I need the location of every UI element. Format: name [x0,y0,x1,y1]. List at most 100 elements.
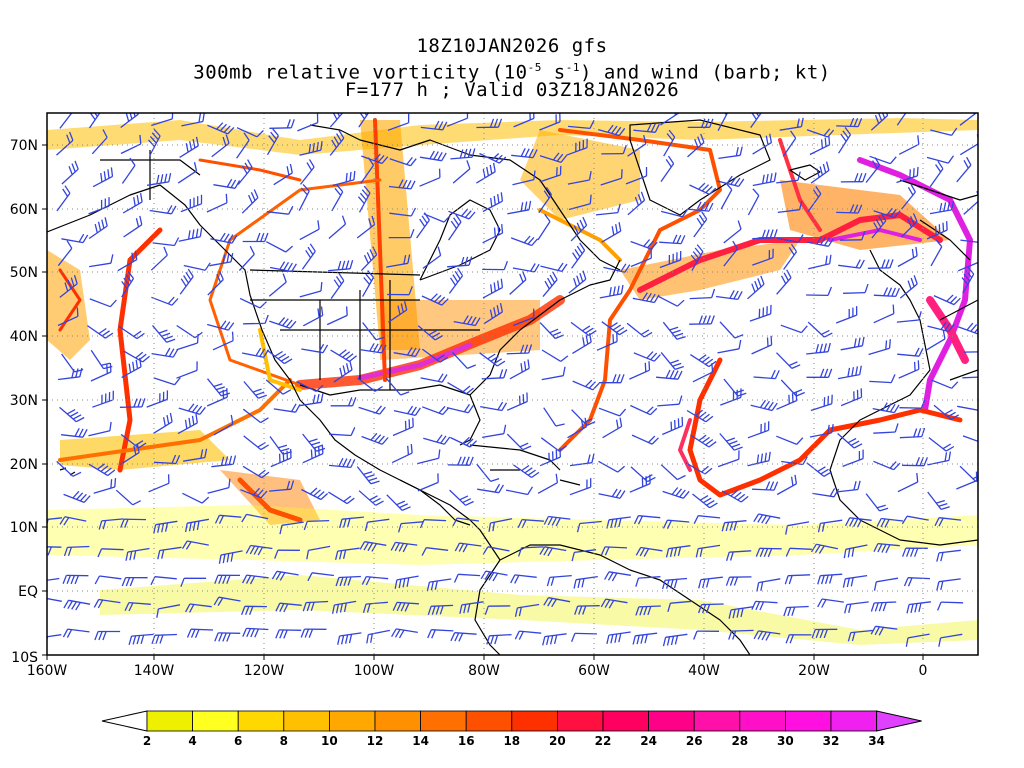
colorbar-swatch [602,710,649,732]
wind-barb-feather [320,393,324,403]
wind-barb-feather [291,403,297,412]
wind-barb-feather [363,471,373,476]
wind-barb-feather [364,113,368,116]
wind-barb-feather [726,175,733,184]
wind-barb-shaft [238,253,255,271]
wind-barb-shaft [670,600,693,604]
wind-barb-feather [822,163,827,173]
wind-barb-shaft [701,603,724,606]
wind-barb-feather [231,235,238,244]
wind-barb-feather [284,358,293,365]
wind-barb-feather [729,290,735,299]
wind-barb-feather [390,542,396,551]
wind-barb-feather [338,130,345,139]
wind-barb-shaft [326,314,348,326]
wind-barb-shaft [723,248,739,267]
wind-barb-feather [519,442,529,448]
wind-barb-feather [895,287,900,297]
colorbar-labels: 2 4 6 8 10 12 14 16 18 20 22 24 26 28 30 32 34 [143,734,885,748]
wind-barb-feather [721,522,726,532]
wind-barb-feather [665,369,671,379]
wind-barb-shaft [148,482,170,493]
wind-barb-feather [249,545,256,555]
wind-barb-shaft [717,458,740,468]
wind-barb-shaft [417,457,439,465]
wind-barb-feather [639,606,644,616]
wind-barb-feather [604,599,611,608]
wind-barb-feather [671,487,679,495]
wind-barb-feather [220,456,225,466]
wind-barb-feather [669,579,674,589]
wind-barb-feather [169,412,173,422]
wind-barb-feather [300,187,308,196]
wind-barb-feather [431,332,441,338]
wind-barb-feather [944,409,953,415]
wind-barb-feather [153,524,157,534]
wind-barb-feather [348,634,353,644]
wind-barb-feather [946,294,954,302]
wind-barb-feather [573,225,579,235]
wind-barb-feather [859,365,862,375]
wind-barb-feather [222,254,226,264]
wind-barb-shaft [47,546,62,548]
wind-barb-feather [820,236,826,246]
wind-barb-feather [676,299,685,307]
wind-barb-feather [738,339,742,349]
wind-barb-feather [434,580,438,590]
wind-barb-feather [824,332,833,338]
colorbar-tick-label: 28 [731,734,748,748]
wind-barb-feather [98,113,100,114]
wind-barb-feather [823,629,828,639]
wind-barb-feather [527,236,535,245]
colorbar-swatch [830,710,877,732]
wind-barb-feather [820,139,824,149]
wind-barb-feather [874,602,879,612]
colorbar-swatch [192,710,239,732]
wind-barb-feather [789,634,795,644]
wind-barb-shaft [308,545,331,552]
wind-barb-feather [226,178,233,188]
wind-barb-feather [187,403,195,412]
wind-barb-feather [321,444,324,454]
wind-barb-feather [498,156,507,164]
wind-barb-feather [442,407,450,415]
wind-barb-feather [487,353,496,360]
wind-barb-feather [785,548,791,557]
wind-barb-feather [47,546,53,556]
wind-barb-feather [398,543,404,552]
wind-barb-feather [216,273,222,283]
wind-barb-shaft [579,520,602,525]
wind-barb-feather [753,513,760,523]
wind-barb-feather [135,218,140,228]
wind-barb-feather [551,598,557,608]
wind-barb-shaft [419,177,441,187]
wind-barb-feather [824,237,830,246]
wind-barb-feather [452,517,458,527]
wind-barb-feather [94,575,101,585]
wind-barb-feather [410,207,417,217]
wind-barb-feather [820,575,825,585]
wind-barb-feather [975,103,978,112]
wind-barb-feather [820,468,829,475]
wind-barb-feather [127,270,135,279]
wind-barb-feather [125,274,132,283]
wind-barb-feather [794,474,798,484]
wind-barb-feather [98,327,107,335]
wind-barb-feather [347,397,353,407]
wind-barb-feather [549,635,554,645]
wind-barb-feather [885,340,888,350]
wind-barb-feather [503,368,508,379]
wind-barb-feather [320,493,329,500]
wind-barb-feather [561,263,568,272]
wind-barb-feather [756,454,760,464]
wind-barb-feather [260,232,265,242]
wind-barb-feather [917,135,920,145]
wind-barb-feather [830,423,834,434]
wind-barb-feather [331,139,337,148]
wind-barb-feather [308,143,312,153]
wind-barb-feather [819,166,824,176]
wind-barb-feather [102,631,107,641]
wind-barb-feather [796,437,804,445]
wind-barb-feather [316,447,326,452]
wind-barb-shaft [660,464,678,481]
